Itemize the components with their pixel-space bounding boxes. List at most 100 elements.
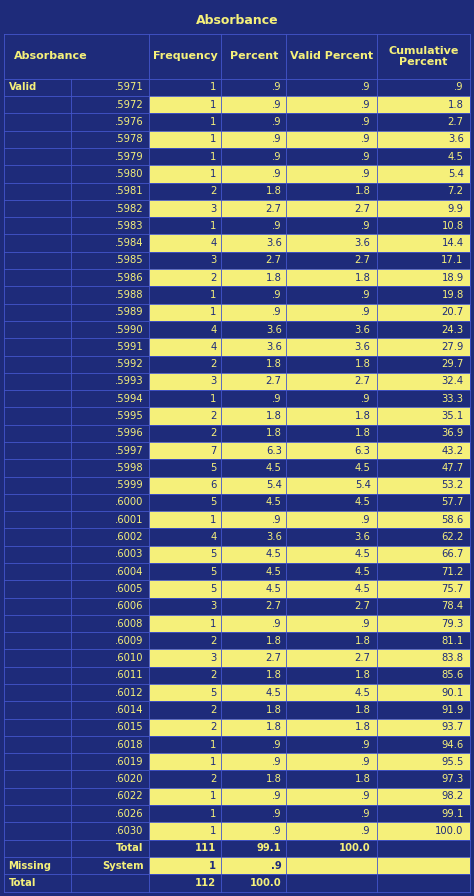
Text: 1.8: 1.8 <box>266 722 282 732</box>
Text: .9: .9 <box>361 393 371 404</box>
Text: 17.1: 17.1 <box>441 255 464 265</box>
Text: 32.4: 32.4 <box>442 376 464 386</box>
Text: .9: .9 <box>361 826 371 836</box>
Text: 9.9: 9.9 <box>447 203 464 213</box>
Text: .6006: .6006 <box>115 601 144 611</box>
Text: 36.9: 36.9 <box>441 428 464 438</box>
Text: .9: .9 <box>272 515 282 525</box>
Text: Missing: Missing <box>9 860 52 871</box>
Text: .6004: .6004 <box>115 566 144 577</box>
Text: 5: 5 <box>210 463 216 473</box>
Text: .5992: .5992 <box>115 359 144 369</box>
Text: .5984: .5984 <box>115 238 144 248</box>
Text: .6001: .6001 <box>115 515 144 525</box>
Text: 20.7: 20.7 <box>441 307 464 317</box>
Text: 2.7: 2.7 <box>266 255 282 265</box>
Text: Frequency: Frequency <box>153 51 218 62</box>
Text: 1: 1 <box>210 826 216 836</box>
Text: 99.1: 99.1 <box>441 809 464 819</box>
Text: 1: 1 <box>210 117 216 127</box>
Text: .9: .9 <box>361 618 371 628</box>
Text: .5983: .5983 <box>115 220 144 231</box>
Text: 2.7: 2.7 <box>266 653 282 663</box>
Text: .6015: .6015 <box>115 722 144 732</box>
Text: .5971: .5971 <box>115 82 144 92</box>
Text: Absorbance: Absorbance <box>196 14 278 27</box>
Text: 10.8: 10.8 <box>442 220 464 231</box>
Text: 4.5: 4.5 <box>266 497 282 507</box>
Text: .6022: .6022 <box>115 791 144 801</box>
Text: 1.8: 1.8 <box>355 411 371 421</box>
Text: 3: 3 <box>210 203 216 213</box>
Text: 1.8: 1.8 <box>448 99 464 110</box>
Text: 100.0: 100.0 <box>339 843 371 853</box>
Text: 1: 1 <box>210 82 216 92</box>
Text: 1: 1 <box>210 791 216 801</box>
Text: .5997: .5997 <box>115 445 144 455</box>
Text: .9: .9 <box>361 515 371 525</box>
Text: 4: 4 <box>210 342 216 352</box>
Text: 5: 5 <box>210 584 216 594</box>
Text: .9: .9 <box>272 791 282 801</box>
Text: 4: 4 <box>210 532 216 542</box>
Text: Absorbance: Absorbance <box>14 51 88 62</box>
Text: 27.9: 27.9 <box>441 342 464 352</box>
Text: 4.5: 4.5 <box>355 687 371 698</box>
Text: .5998: .5998 <box>115 463 144 473</box>
Text: 1: 1 <box>210 739 216 750</box>
Text: .9: .9 <box>454 82 464 92</box>
Text: 2: 2 <box>210 359 216 369</box>
Text: 3.6: 3.6 <box>355 324 371 334</box>
Text: .6020: .6020 <box>115 774 144 784</box>
Text: 1.8: 1.8 <box>266 670 282 680</box>
Text: 1.8: 1.8 <box>266 774 282 784</box>
Text: 19.8: 19.8 <box>441 290 464 300</box>
Text: 98.2: 98.2 <box>441 791 464 801</box>
Text: .9: .9 <box>361 117 371 127</box>
Text: 1: 1 <box>210 618 216 628</box>
Text: 5.4: 5.4 <box>448 169 464 179</box>
Text: 2: 2 <box>210 722 216 732</box>
Text: .9: .9 <box>361 220 371 231</box>
Text: .5988: .5988 <box>115 290 144 300</box>
Text: 111: 111 <box>195 843 216 853</box>
Text: 1.8: 1.8 <box>266 411 282 421</box>
Text: .6009: .6009 <box>115 636 144 646</box>
Text: 4.5: 4.5 <box>448 151 464 161</box>
Text: 78.4: 78.4 <box>442 601 464 611</box>
Text: 1.8: 1.8 <box>355 186 371 196</box>
Text: 1: 1 <box>210 99 216 110</box>
Text: 2: 2 <box>210 670 216 680</box>
Text: 3.6: 3.6 <box>355 238 371 248</box>
Text: 5.4: 5.4 <box>355 480 371 490</box>
Text: .5972: .5972 <box>115 99 144 110</box>
Text: 4: 4 <box>210 238 216 248</box>
Text: 35.1: 35.1 <box>441 411 464 421</box>
Text: .5981: .5981 <box>115 186 144 196</box>
Text: .9: .9 <box>361 809 371 819</box>
Text: 93.7: 93.7 <box>441 722 464 732</box>
Text: 91.9: 91.9 <box>441 705 464 715</box>
Text: 2.7: 2.7 <box>447 117 464 127</box>
Text: 90.1: 90.1 <box>441 687 464 698</box>
Text: 7.2: 7.2 <box>447 186 464 196</box>
Text: 4.5: 4.5 <box>355 549 371 559</box>
Text: 3.6: 3.6 <box>266 324 282 334</box>
Text: .5985: .5985 <box>115 255 144 265</box>
Text: .6026: .6026 <box>115 809 144 819</box>
Text: .9: .9 <box>272 117 282 127</box>
Text: 1.8: 1.8 <box>355 670 371 680</box>
Text: 1: 1 <box>210 290 216 300</box>
Text: 53.2: 53.2 <box>441 480 464 490</box>
Text: 29.7: 29.7 <box>441 359 464 369</box>
Text: 5: 5 <box>210 549 216 559</box>
Text: 18.9: 18.9 <box>441 272 464 283</box>
Text: 85.6: 85.6 <box>441 670 464 680</box>
Text: .6002: .6002 <box>115 532 144 542</box>
Text: 1.8: 1.8 <box>355 774 371 784</box>
Text: 97.3: 97.3 <box>441 774 464 784</box>
Text: 4.5: 4.5 <box>355 566 371 577</box>
Text: 66.7: 66.7 <box>441 549 464 559</box>
Text: 1: 1 <box>210 515 216 525</box>
Text: .9: .9 <box>361 757 371 767</box>
